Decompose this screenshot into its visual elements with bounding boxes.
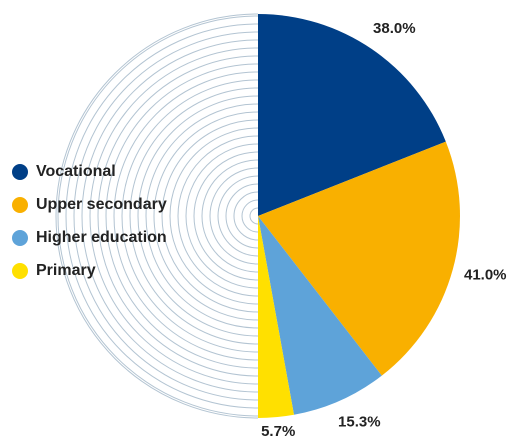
ring — [249, 207, 258, 225]
ring — [153, 111, 258, 321]
ring — [241, 199, 258, 233]
legend-swatch — [12, 263, 28, 279]
pie-slice — [258, 14, 446, 216]
value-label: 15.3% — [338, 413, 381, 430]
labels: 38.0% 41.0% 15.3% 5.7% — [261, 20, 506, 440]
ring — [193, 151, 258, 281]
legend: Vocational Upper secondary Higher educatio… — [12, 163, 167, 279]
ring — [169, 127, 258, 305]
pie-slice — [258, 216, 382, 415]
ring — [233, 191, 258, 241]
ring — [129, 87, 258, 345]
ring — [145, 103, 258, 329]
pie-slice — [258, 216, 294, 418]
pie — [258, 14, 460, 418]
pie-slice — [258, 141, 460, 376]
ring — [65, 23, 258, 409]
value-label: 38.0% — [373, 20, 416, 37]
ring — [137, 95, 258, 337]
value-label: 5.7% — [261, 423, 295, 440]
ring — [225, 183, 258, 249]
ring — [97, 55, 258, 377]
legend-label: Higher education — [36, 229, 167, 246]
legend-label: Vocational — [36, 163, 116, 180]
ring — [209, 167, 258, 265]
ring — [81, 39, 258, 393]
ring — [161, 119, 258, 313]
legend-label: Upper secondary — [36, 196, 167, 213]
ring — [73, 31, 258, 401]
ring — [201, 159, 258, 273]
ring — [57, 15, 258, 417]
ring — [185, 143, 258, 289]
ring — [55, 13, 258, 419]
value-label: 41.0% — [464, 267, 507, 284]
ring — [89, 47, 258, 385]
legend-swatch — [12, 230, 28, 246]
ring — [121, 79, 258, 353]
legend-swatch — [12, 197, 28, 213]
ring — [217, 175, 258, 257]
ring — [105, 63, 258, 369]
legend-label: Primary — [36, 262, 96, 279]
decorative-rings — [55, 13, 258, 419]
legend-swatch — [12, 164, 28, 180]
ring — [177, 135, 258, 297]
ring — [113, 71, 258, 361]
